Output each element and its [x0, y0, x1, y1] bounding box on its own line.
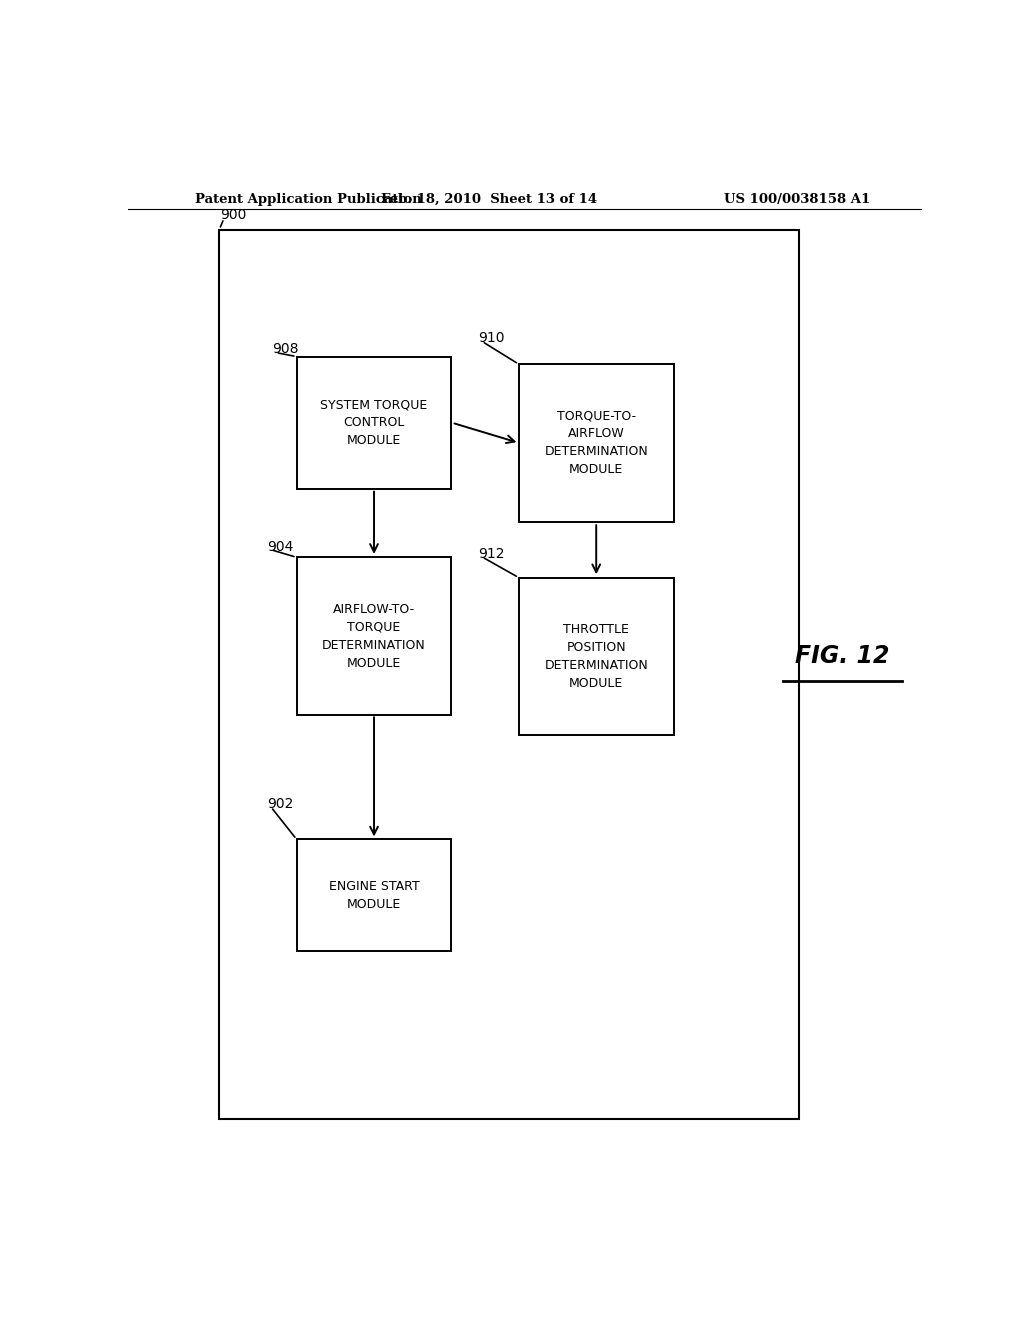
Text: 912: 912 — [478, 546, 505, 561]
Bar — [519, 364, 674, 521]
Bar — [297, 557, 452, 715]
Text: THROTTLE
POSITION
DETERMINATION
MODULE: THROTTLE POSITION DETERMINATION MODULE — [545, 623, 648, 690]
Text: 908: 908 — [271, 342, 298, 356]
Text: AIRFLOW-TO-
TORQUE
DETERMINATION
MODULE: AIRFLOW-TO- TORQUE DETERMINATION MODULE — [323, 603, 426, 669]
Text: Feb. 18, 2010  Sheet 13 of 14: Feb. 18, 2010 Sheet 13 of 14 — [381, 193, 597, 206]
Text: ENGINE START
MODULE: ENGINE START MODULE — [329, 880, 420, 911]
Text: 904: 904 — [267, 540, 293, 553]
Bar — [297, 840, 452, 952]
Text: SYSTEM TORQUE
CONTROL
MODULE: SYSTEM TORQUE CONTROL MODULE — [321, 399, 428, 447]
Text: TORQUE-TO-
AIRFLOW
DETERMINATION
MODULE: TORQUE-TO- AIRFLOW DETERMINATION MODULE — [545, 409, 648, 477]
Bar — [297, 356, 452, 488]
Text: FIG. 12: FIG. 12 — [795, 644, 890, 668]
Bar — [519, 578, 674, 735]
Text: US 100/0038158 A1: US 100/0038158 A1 — [724, 193, 870, 206]
Text: 902: 902 — [267, 797, 293, 810]
Text: Patent Application Publication: Patent Application Publication — [196, 193, 422, 206]
Bar — [219, 230, 799, 1119]
Text: 910: 910 — [478, 331, 505, 346]
Text: 900: 900 — [220, 209, 247, 222]
